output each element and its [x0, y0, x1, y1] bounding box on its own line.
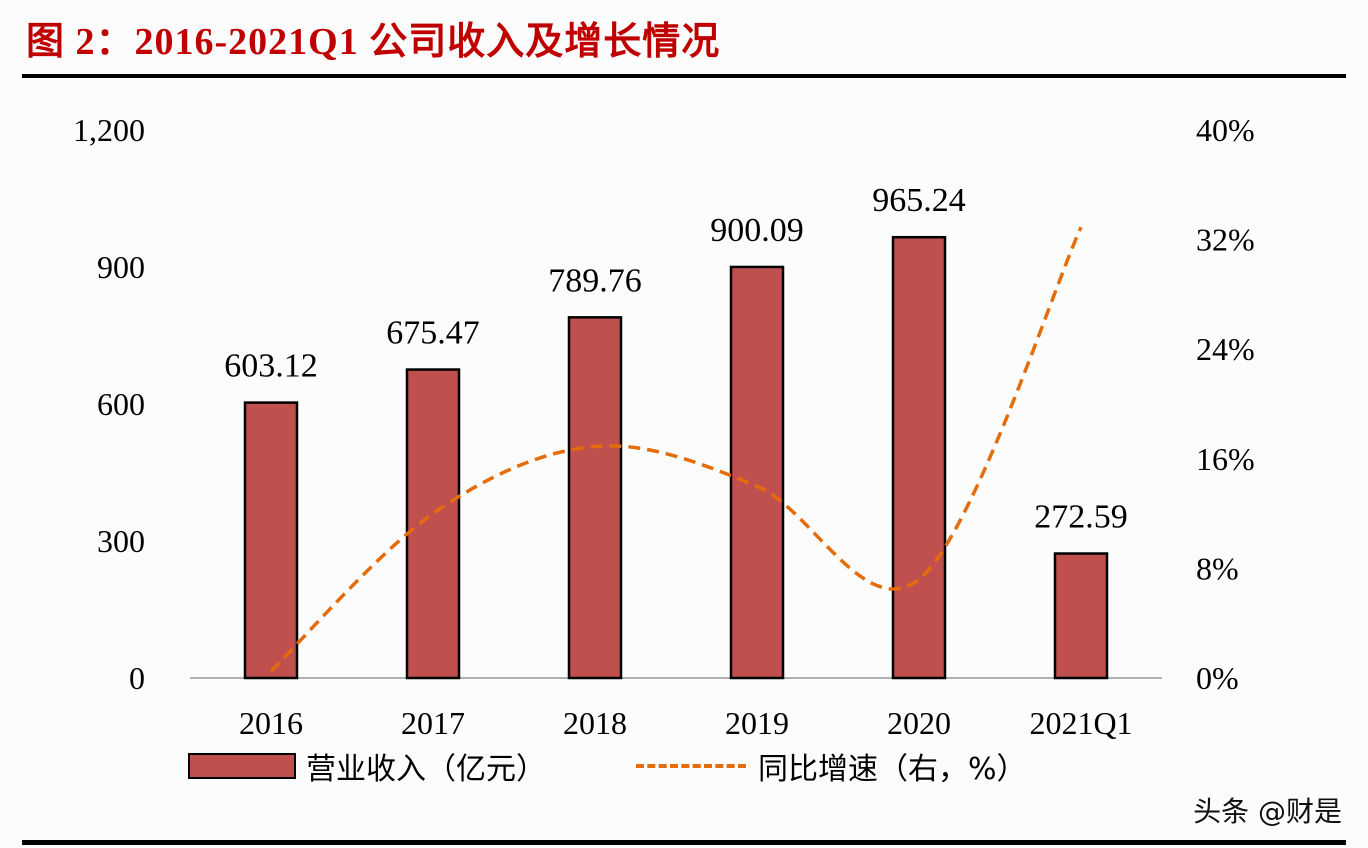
- left-axis-tick: 300: [97, 523, 145, 559]
- growth-rate-line: [269, 226, 1083, 673]
- bar-2020: [891, 235, 947, 680]
- right-axis-tick: 32%: [1196, 222, 1255, 258]
- legend-item-revenue: 营业收入（亿元）: [188, 744, 546, 788]
- right-axis-tick: 0%: [1196, 660, 1239, 696]
- chart-legend: 营业收入（亿元） 同比增速（右，%）: [188, 744, 1027, 788]
- legend-label-revenue: 营业收入（亿元）: [306, 752, 546, 787]
- x-axis-tick: 2019: [725, 705, 789, 741]
- top-divider: [22, 74, 1346, 78]
- data-label: 965.24: [872, 182, 966, 219]
- bar-2017: [405, 368, 461, 680]
- right-axis-tick: 16%: [1196, 441, 1255, 477]
- left-axis-tick: 0: [129, 660, 145, 696]
- data-label: 603.12: [224, 348, 318, 385]
- x-axis-tick: 2021Q1: [1029, 705, 1132, 741]
- legend-label-growth: 同比增速（右，%）: [758, 752, 1027, 787]
- x-axis-tick: 2016: [239, 705, 303, 741]
- bar-2021Q1: [1053, 552, 1109, 680]
- bar-2016: [243, 401, 299, 680]
- left-axis-tick: 600: [97, 386, 145, 422]
- data-label: 900.09: [710, 212, 804, 249]
- dashed-line-swatch-icon: [636, 764, 746, 768]
- x-axis-tick: 2018: [563, 705, 627, 741]
- chart-title: 图 2：2016-2021Q1 公司收入及增长情况: [26, 21, 721, 63]
- right-axis-tick: 8%: [1196, 550, 1239, 586]
- left-axis-tick: 1,200: [73, 112, 145, 148]
- bar-swatch-icon: [188, 753, 296, 779]
- x-axis-tick: 2017: [401, 705, 465, 741]
- bottom-divider: [22, 840, 1346, 845]
- right-axis-tick: 40%: [1196, 112, 1255, 148]
- bar-2019: [729, 265, 785, 680]
- watermark: 头条 @财是: [1193, 795, 1342, 828]
- x-axis-tick: 2020: [887, 705, 951, 741]
- bar-2018: [567, 316, 623, 680]
- legend-item-growth: 同比增速（右，%）: [636, 744, 1027, 788]
- left-axis-tick: 900: [97, 249, 145, 285]
- data-label: 789.76: [548, 262, 642, 299]
- data-label: 675.47: [386, 315, 480, 352]
- data-label: 272.59: [1034, 499, 1128, 536]
- right-axis-tick: 24%: [1196, 331, 1255, 367]
